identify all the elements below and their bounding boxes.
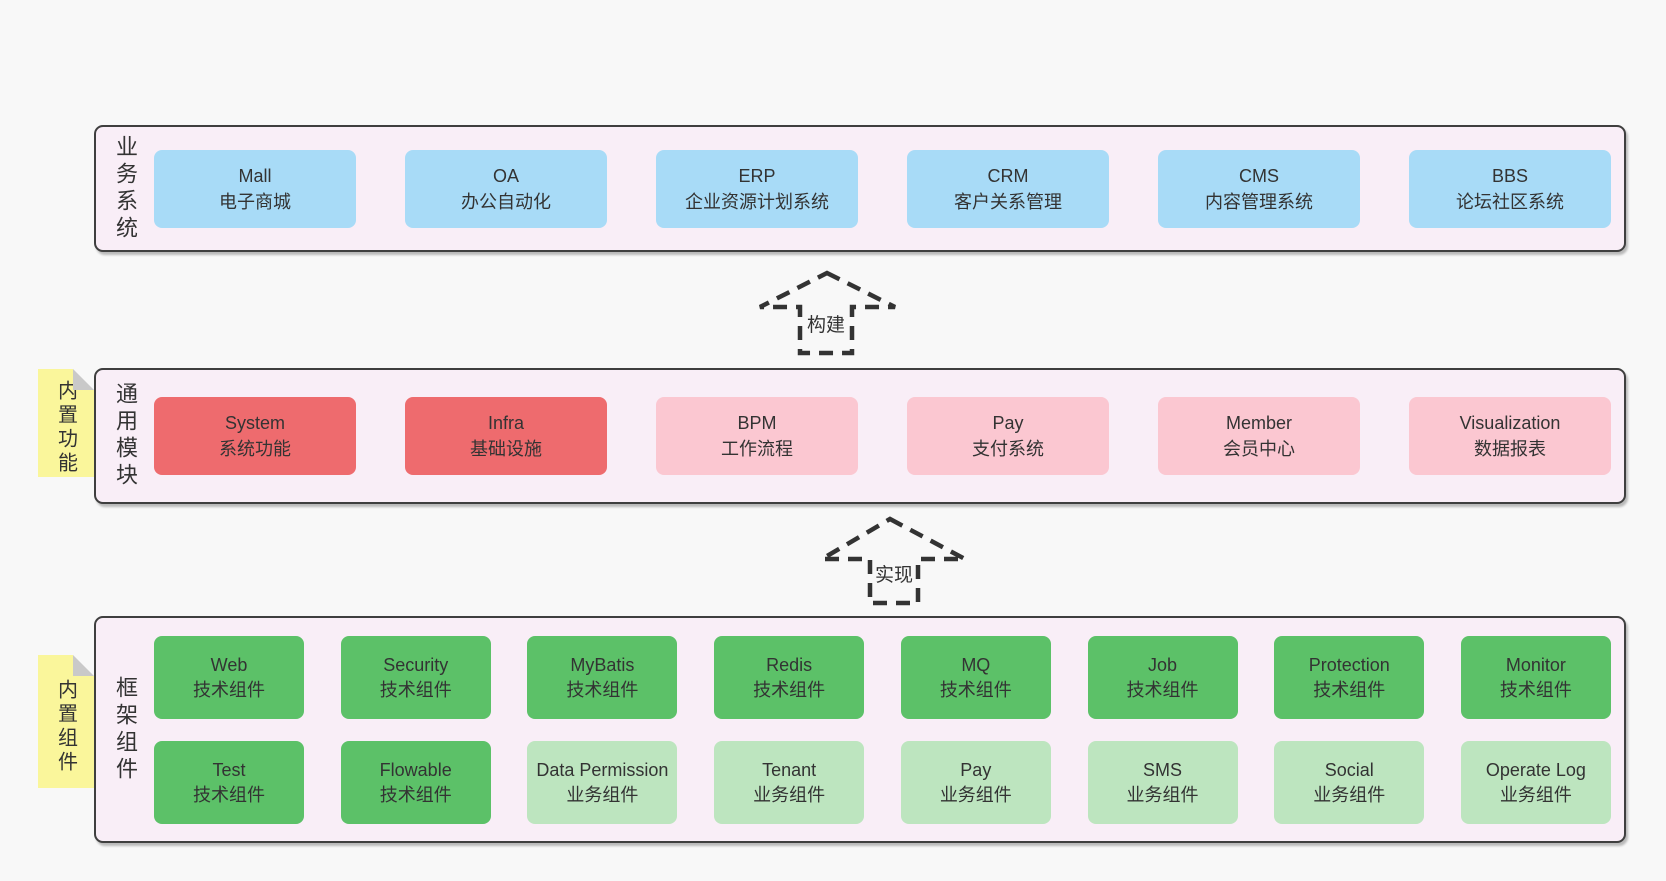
box-crm: CRM 客户关系管理 [907, 149, 1109, 228]
folded-corner [73, 369, 94, 390]
arrow-build-outline [758, 270, 897, 356]
module-boxes: System 系统功能 Infra 基础设施 BPM 工作流程 Pay 支付系统… [154, 370, 1624, 502]
box-infra: Infra 基础设施 [405, 397, 607, 475]
box-bpm: BPM 工作流程 [656, 397, 858, 475]
component-row-2: Test 技术组件 Flowable 技术组件 Data Permission … [154, 741, 1611, 824]
box-operate-log: Operate Log 业务组件 [1460, 741, 1611, 824]
box-flowable: Flowable 技术组件 [340, 741, 491, 824]
arrow-build-label: 构建 [807, 314, 845, 336]
layer-common-modules: 通用模块 System 系统功能 Infra 基础设施 BPM 工作流程 Pay… [94, 368, 1626, 504]
box-test: Test 技术组件 [154, 741, 304, 824]
box-cms: CMS 内容管理系统 [1158, 149, 1360, 228]
box-pay-component: Pay 业务组件 [900, 741, 1051, 824]
arrow-implement: 实现 [813, 516, 967, 606]
box-data-permission: Data Permission 业务组件 [527, 741, 678, 824]
box-bbs: BBS 论坛社区系统 [1409, 149, 1611, 228]
note-label: 内置组件 [54, 678, 77, 775]
arrow-implement-label: 实现 [875, 564, 913, 586]
box-web: Web 技术组件 [154, 636, 304, 719]
layer-business-systems: 业务系统 Mall 电子商城 OA 办公自动化 ERP 企业资源计划系统 CRM… [94, 125, 1626, 252]
box-sms: SMS 业务组件 [1087, 741, 1238, 824]
box-erp: ERP 企业资源计划系统 [656, 149, 858, 228]
box-security: Security 技术组件 [340, 636, 491, 719]
layer-label: 通用模块 [113, 382, 138, 490]
arrow-implement-outline [813, 516, 967, 606]
arrow-build: 构建 [758, 270, 897, 356]
note-built-in-features: 内置功能 [38, 369, 94, 477]
component-row-1: Web 技术组件 Security 技术组件 MyBatis 技术组件 Redi… [154, 636, 1611, 719]
component-grid: Web 技术组件 Security 技术组件 MyBatis 技术组件 Redi… [154, 618, 1624, 841]
box-mall: Mall 电子商城 [154, 149, 356, 228]
box-oa: OA 办公自动化 [405, 149, 607, 228]
box-mq: MQ 技术组件 [900, 636, 1051, 719]
layer-label: 框架组件 [113, 675, 138, 784]
box-job: Job 技术组件 [1087, 636, 1238, 719]
box-visualization: Visualization 数据报表 [1409, 397, 1611, 475]
box-monitor: Monitor 技术组件 [1460, 636, 1611, 719]
box-member: Member 会员中心 [1158, 397, 1360, 475]
business-boxes: Mall 电子商城 OA 办公自动化 ERP 企业资源计划系统 CRM 客户关系… [154, 127, 1624, 250]
box-social: Social 业务组件 [1274, 741, 1425, 824]
box-mybatis: MyBatis 技术组件 [527, 636, 678, 719]
layer-framework-components: 框架组件 Web 技术组件 Security 技术组件 MyBatis 技术组件… [94, 616, 1626, 843]
box-redis: Redis 技术组件 [714, 636, 865, 719]
box-system: System 系统功能 [154, 397, 356, 475]
note-built-in-components: 内置组件 [38, 655, 94, 788]
box-protection: Protection 技术组件 [1274, 636, 1425, 719]
layer-label: 业务系统 [113, 134, 138, 243]
note-label: 内置功能 [54, 380, 77, 476]
box-pay-module: Pay 支付系统 [907, 397, 1109, 475]
box-tenant: Tenant 业务组件 [714, 741, 865, 824]
folded-corner [73, 655, 94, 676]
